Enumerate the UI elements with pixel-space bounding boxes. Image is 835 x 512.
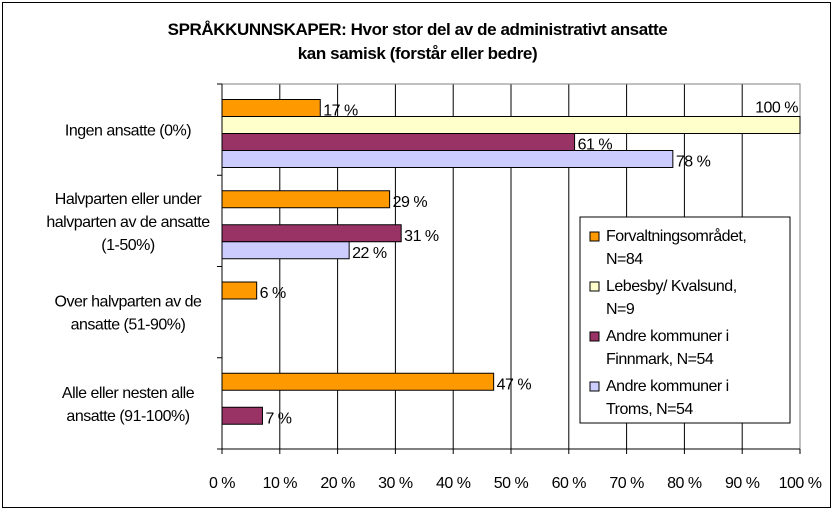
bar bbox=[221, 224, 402, 243]
x-tick-label: 30 % bbox=[378, 475, 413, 492]
bar bbox=[221, 241, 350, 260]
category-label: halvparten av de ansatte bbox=[46, 214, 210, 231]
legend-entry-label: Troms, N=54 bbox=[606, 401, 693, 418]
data-label: 7 % bbox=[265, 410, 291, 427]
data-label: 17 % bbox=[323, 103, 358, 120]
data-label: 100 % bbox=[755, 100, 798, 117]
legend-swatch bbox=[589, 331, 600, 342]
data-label: 47 % bbox=[497, 376, 532, 393]
bar bbox=[221, 190, 391, 209]
legend-entry-label: Lebesby/ Kvalsund, bbox=[606, 278, 737, 295]
bar bbox=[221, 133, 576, 151]
data-label: 6 % bbox=[260, 285, 286, 302]
category-label: Halvparten eller under bbox=[55, 191, 203, 208]
legend-entry-label: N=9 bbox=[606, 301, 635, 318]
legend-swatch bbox=[589, 231, 600, 242]
legend-entry-label: Andre kommuner i bbox=[606, 328, 729, 345]
category-label: (1-50%) bbox=[101, 237, 155, 254]
data-label: 78 % bbox=[676, 154, 711, 171]
category-label: Over halvparten av de bbox=[55, 294, 203, 311]
bar bbox=[221, 406, 263, 425]
x-tick-label: 50 % bbox=[494, 475, 529, 492]
legend-swatch bbox=[589, 381, 600, 392]
bar bbox=[221, 99, 321, 117]
chart-title-line-1: SPRÅKKUNNSKAPER: Hvor stor del av de adm… bbox=[167, 20, 668, 39]
data-label: 61 % bbox=[578, 137, 613, 154]
bar bbox=[221, 281, 258, 300]
legend-box bbox=[579, 216, 791, 424]
legend-entry-label: N=84 bbox=[606, 251, 643, 268]
x-tick-label: 60 % bbox=[552, 475, 587, 492]
x-tick-label: 10 % bbox=[263, 475, 298, 492]
x-tick-label: 90 % bbox=[725, 475, 760, 492]
x-tick-label: 20 % bbox=[320, 475, 355, 492]
category-label: ansatte (91-100%) bbox=[66, 408, 189, 425]
category-label: ansatte (51-90%) bbox=[71, 317, 186, 334]
category-label: Ingen ansatte (0%) bbox=[65, 123, 191, 140]
x-tick-label: 40 % bbox=[436, 475, 471, 492]
data-label: 29 % bbox=[393, 194, 428, 211]
bar bbox=[221, 150, 674, 168]
legend-entry-label: Finnmark, N=54 bbox=[606, 351, 714, 368]
bar bbox=[221, 116, 801, 134]
x-tick-label: 80 % bbox=[667, 475, 702, 492]
data-label: 22 % bbox=[352, 245, 387, 262]
bar bbox=[221, 372, 495, 391]
legend-entry-label: Andre kommuner i bbox=[606, 378, 729, 395]
x-tick-label: 100 % bbox=[779, 475, 822, 492]
legend-entry-label: Forvaltningsområdet, bbox=[606, 227, 746, 245]
chart-title: SPRÅKKUNNSKAPER: Hvor stor del av de adm… bbox=[0, 18, 835, 66]
legend-swatch bbox=[589, 281, 600, 292]
data-label: 31 % bbox=[404, 228, 439, 245]
x-tick-label: 70 % bbox=[609, 475, 644, 492]
category-label: Alle eller nesten alle bbox=[62, 385, 195, 402]
chart-title-line-2: kan samisk (forstår eller bedre) bbox=[297, 44, 538, 63]
x-tick-label: 0 % bbox=[209, 475, 235, 492]
